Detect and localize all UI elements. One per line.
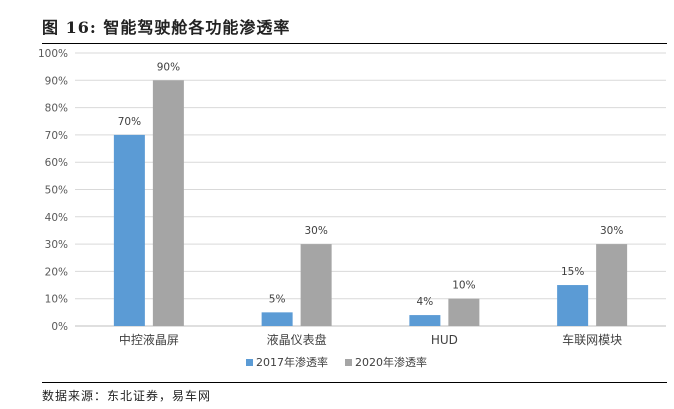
- bar-2017-3: [409, 315, 441, 326]
- y-tick-label: 20%: [45, 266, 68, 278]
- y-tick-label: 10%: [45, 294, 68, 306]
- bar-2017-1: [113, 134, 145, 326]
- bar-2017-2: [261, 312, 293, 326]
- data-label: 30%: [304, 225, 327, 237]
- bar-2020-3: [448, 298, 480, 326]
- y-tick-label: 90%: [45, 75, 68, 87]
- y-tick-label: 30%: [45, 239, 68, 251]
- data-label: 70%: [118, 116, 141, 128]
- bar-chart: 0% 10% 20% 30% 40% 50% 60% 70% 80% 90% 100% 70% 90% 中…: [38, 48, 666, 369]
- data-label: 30%: [600, 225, 623, 237]
- x-category-label: 中控液晶屏: [119, 332, 179, 347]
- y-tick-label: 50%: [45, 185, 68, 197]
- bar-2020-2: [300, 244, 332, 326]
- x-category-label: 液晶仪表盘: [267, 332, 327, 347]
- bar-2017-4: [557, 285, 589, 326]
- data-label: 10%: [452, 280, 475, 292]
- legend-label: 2020年渗透率: [355, 355, 427, 369]
- x-category-label: HUD: [431, 333, 458, 347]
- title-rule: [42, 43, 667, 44]
- figure-source: 数据来源：东北证券，易车网: [42, 389, 212, 403]
- legend-label: 2017年渗透率: [256, 355, 328, 369]
- bar-2020-1: [152, 80, 184, 326]
- data-label: 15%: [561, 266, 584, 278]
- y-tick-label: 80%: [45, 103, 68, 115]
- data-label: 5%: [269, 293, 286, 305]
- y-tick-label: 60%: [45, 157, 68, 169]
- y-tick-label: 0%: [51, 321, 68, 333]
- y-tick-label: 40%: [45, 212, 68, 224]
- legend-swatch: [345, 359, 352, 366]
- data-label: 4%: [417, 296, 434, 308]
- figure-title: 图 16: 智能驾驶舱各功能渗透率: [42, 18, 291, 37]
- x-category-label: 车联网模块: [562, 332, 622, 347]
- bar-2020-4: [596, 244, 628, 326]
- y-tick-label: 100%: [38, 48, 68, 60]
- y-tick-label: 70%: [45, 130, 68, 142]
- legend-swatch: [246, 359, 253, 366]
- data-label: 90%: [157, 61, 180, 73]
- source-rule: [42, 382, 667, 383]
